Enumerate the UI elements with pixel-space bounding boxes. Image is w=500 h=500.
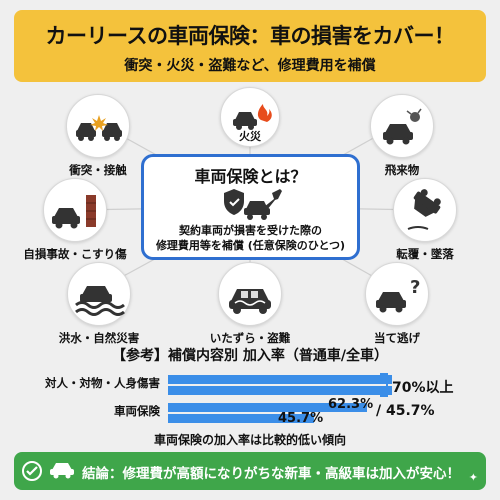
- vandalism-circle: [218, 262, 282, 326]
- node-hit-and-run: ? 当て逃げ: [357, 262, 437, 346]
- reference-note: 車両保険の加入率は比較的低い傾向: [153, 433, 346, 447]
- node-label-flood: 洪水・自然災害: [58, 331, 140, 345]
- value-liability: 70%以上: [392, 380, 454, 396]
- single-accident-circle: [43, 178, 107, 242]
- flood-water-icon: [75, 286, 125, 316]
- car-question-icon: ?: [376, 277, 420, 313]
- bar-vehicle-series-2: [168, 414, 314, 423]
- value-vehicle-ratio: / 45.7%: [376, 403, 435, 419]
- value-vehicle-all: 45.7%: [278, 411, 324, 426]
- collision-circle: [66, 94, 130, 158]
- flying-object-circle: [370, 94, 434, 158]
- page-subtitle: 衝突・火災・盗難など、修理費用を補償: [124, 58, 376, 74]
- node-label-single-accident: 自損事故・こすり傷: [23, 247, 127, 261]
- car-rollover-icon: [407, 189, 441, 230]
- center-title: 車両保険とは？: [194, 167, 307, 186]
- node-vandalism: いたずら・盗難: [205, 262, 295, 346]
- center-desc-line2: 修理費用等を補償 (任意保険のひとつ): [155, 239, 346, 252]
- car-icon: [50, 463, 74, 479]
- car-fire-icon: [233, 104, 272, 130]
- sparkle-icon: ✦: [468, 471, 478, 484]
- center-definition-box: 車両保険とは？ 契約車両が損害を受けた際の 修理費用等を補償 (任意保険のひとつ…: [141, 154, 360, 260]
- reference-section: 【参考】補償内容別 加入率（普通車/全車） 対人・対物・人身傷害 車両保険 70…: [10, 345, 490, 447]
- bar-liability-series-1: [168, 375, 392, 384]
- center-desc-line1: 契約車両が損害を受けた際の: [179, 224, 322, 237]
- rollover-circle: [393, 178, 457, 242]
- node-single-accident: 自損事故・こすり傷: [22, 178, 128, 262]
- page-title: カーリースの車両保険：車の損害をカバー！: [45, 24, 455, 48]
- bracket-liability: [380, 373, 388, 397]
- node-flying-object: 飛来物: [362, 94, 442, 178]
- bar-liability-series-2: [168, 386, 392, 395]
- node-flood: 洪水・自然災害: [52, 262, 146, 346]
- node-collision: 衝突・接触: [58, 94, 138, 178]
- node-label-vandalism: いたずら・盗難: [209, 331, 291, 345]
- flying-stone-icon: [383, 108, 422, 145]
- car-collision-icon: [76, 115, 122, 141]
- hit-and-run-circle: ?: [365, 262, 429, 326]
- car-wall-icon: [52, 195, 96, 229]
- node-label-flying-object: 飛来物: [384, 163, 420, 177]
- center-description: 契約車両が損害を受けた際の 修理費用等を補償 (任意保険のひとつ): [144, 223, 357, 253]
- node-label-hit-and-run: 当て逃げ: [374, 331, 420, 345]
- conclusion-text: 結論：修理費が高額になりがちな新車・高級車は加入が安心！: [82, 466, 460, 482]
- flood-circle: [67, 262, 131, 326]
- fire-circle: 火災: [220, 87, 280, 147]
- header-banner: カーリースの車両保険：車の損害をカバー！ 衝突・火災・盗難など、修理費用を補償: [14, 10, 486, 82]
- node-label-fire: 火災: [239, 130, 261, 143]
- node-label-rollover: 転覆・墜落: [396, 247, 454, 261]
- bar-label-vehicle: 車両保険: [114, 404, 160, 418]
- conclusion-banner: 結論：修理費が高額になりがちな新車・高級車は加入が安心！ ✦: [14, 452, 486, 490]
- bar-label-liability: 対人・対物・人身傷害: [45, 376, 160, 390]
- node-fire: 火災: [212, 87, 288, 147]
- reference-title: 【参考】補償内容別 加入率（普通車/全車）: [112, 348, 388, 364]
- check-circle-icon: [22, 461, 42, 481]
- node-label-collision: 衝突・接触: [69, 163, 127, 177]
- node-rollover: 転覆・墜落: [385, 178, 465, 262]
- car-graffiti-icon: [229, 289, 271, 314]
- value-vehicle-normal: 62.3%: [328, 397, 374, 412]
- bar-vehicle-series-1: [168, 403, 367, 412]
- svg-text:?: ?: [410, 277, 420, 298]
- shield-car-wrench-icon: [224, 189, 282, 220]
